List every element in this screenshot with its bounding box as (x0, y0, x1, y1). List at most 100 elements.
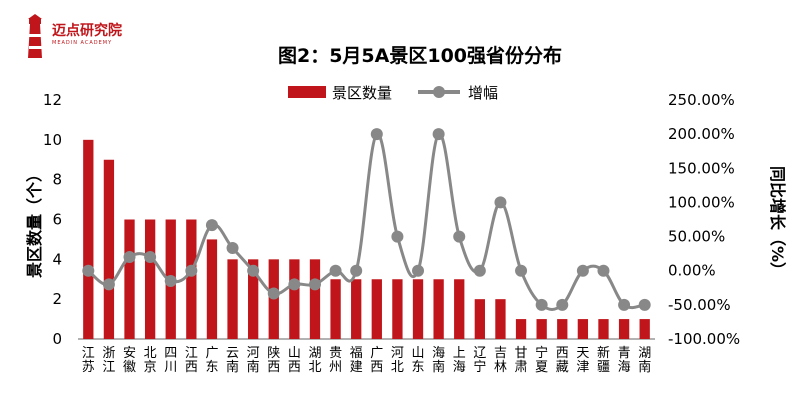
growth-point (391, 230, 404, 243)
bar (144, 219, 156, 339)
x-tick-label: 陕西 (267, 346, 280, 375)
y2-tick-label: 150.00% (668, 159, 735, 177)
x-tick-label: 广东 (205, 346, 218, 375)
x-tick-label: 安徽 (123, 346, 136, 375)
x-tick-label: 山东 (412, 346, 425, 375)
bar (289, 259, 300, 339)
y-tick-label: 0 (52, 330, 62, 348)
y2-tick-label: 250.00% (668, 91, 735, 109)
y2-tick-label: -100.00% (668, 330, 740, 348)
x-tick-label: 海南 (432, 346, 445, 375)
x-tick-label: 福建 (350, 346, 363, 375)
x-tick-label: 吉林 (494, 346, 507, 375)
y2-axis-title: 同比增长（%） (768, 166, 787, 278)
legend: 景区数量 增幅 (288, 84, 498, 102)
growth-point (370, 128, 383, 141)
y-tick-label: 12 (43, 91, 62, 109)
x-tick-label: 河北 (391, 346, 404, 375)
bar (392, 279, 403, 339)
bar (454, 279, 465, 339)
x-tick-label: 湖南 (638, 346, 651, 375)
y2-tick-label: 0.00% (668, 262, 716, 280)
x-tick-label: 上海 (453, 346, 466, 375)
bar (103, 159, 115, 339)
bar (515, 319, 527, 339)
growth-point (432, 128, 445, 141)
bar (618, 319, 630, 339)
growth-point (288, 278, 301, 291)
bar (557, 319, 568, 339)
y2-tick-label: 200.00% (668, 125, 735, 143)
y-tick-label: 4 (52, 250, 62, 268)
growth-point (247, 264, 260, 277)
lighthouse-icon (28, 14, 42, 58)
growth-point (597, 264, 610, 277)
chart-title: 图2：5月5A景区100强省份分布 (278, 44, 562, 67)
logo-text: 迈点研究院 (52, 23, 122, 39)
bar (309, 259, 321, 339)
logo (20, 14, 130, 64)
y-axis-title: 景区数量（个） (25, 166, 44, 278)
x-tick-label: 新疆 (597, 345, 610, 375)
y2-tick-label: 50.00% (668, 228, 725, 246)
growth-point (412, 264, 425, 277)
x-tick-label: 贵州 (329, 346, 342, 375)
bar (351, 279, 362, 339)
y2-tick-label: -50.00% (668, 296, 731, 314)
growth-point (638, 298, 651, 311)
legend-line-marker (433, 86, 445, 98)
bar (371, 279, 382, 339)
y-tick-label: 10 (43, 131, 62, 149)
bar (83, 139, 94, 339)
y-tick-label: 2 (52, 290, 62, 308)
growth-point (82, 264, 95, 277)
growth-point (102, 278, 115, 291)
x-tick-label: 广西 (370, 346, 383, 375)
legend-bar-swatch (288, 86, 326, 98)
growth-point (576, 264, 589, 277)
x-tick-label: 青海 (618, 346, 631, 375)
bar (412, 279, 424, 339)
bar (474, 299, 485, 339)
bar (536, 319, 547, 339)
x-tick-label: 湖北 (308, 346, 321, 375)
bar (248, 259, 259, 339)
growth-point (556, 298, 569, 311)
x-tick-label: 四川 (164, 346, 177, 375)
growth-point (123, 251, 136, 264)
growth-point (535, 298, 548, 311)
bar (124, 219, 135, 339)
growth-point (515, 264, 528, 277)
bar (206, 239, 218, 339)
legend-line-label: 增幅 (468, 84, 498, 102)
y-tick-label: 8 (52, 171, 62, 189)
growth-point (494, 196, 507, 209)
growth-point (350, 264, 363, 277)
bar (639, 319, 650, 339)
legend-bar-label: 景区数量 (332, 84, 392, 102)
bar (495, 299, 506, 339)
growth-point (226, 241, 239, 254)
growth-point (164, 274, 177, 287)
x-tick-label: 江西 (185, 346, 198, 375)
growth-point (144, 251, 157, 264)
x-tick-label: 山西 (288, 346, 301, 375)
bar (330, 279, 341, 339)
growth-point (453, 230, 466, 243)
growth-point (205, 219, 218, 232)
x-tick-label: 西藏 (556, 346, 569, 375)
x-tick-label: 甘肃 (515, 346, 528, 375)
x-tick-label: 天津 (576, 346, 589, 375)
growth-point (267, 287, 280, 300)
bar (186, 219, 197, 339)
y-tick-label: 6 (52, 211, 62, 229)
bar (598, 319, 609, 339)
growth-point (329, 264, 342, 277)
x-tick-label: 江苏 (82, 346, 95, 375)
growth-point (185, 264, 198, 277)
bar (433, 279, 444, 339)
growth-point (618, 298, 631, 311)
logo-subtitle: MEADIN ACADEMY (52, 40, 113, 46)
x-tick-label: 河南 (247, 346, 260, 375)
